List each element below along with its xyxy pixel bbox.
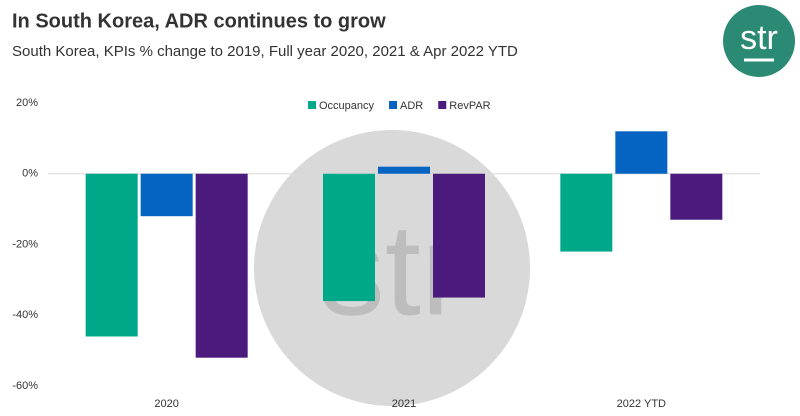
bar	[85, 173, 138, 337]
logo-text: str	[740, 19, 778, 57]
bar	[378, 166, 430, 174]
chart-subtitle: South Korea, KPIs % change to 2019, Full…	[12, 43, 518, 60]
chart-title: In South Korea, ADR continues to grow	[12, 10, 386, 32]
y-tick-label: 0%	[22, 168, 38, 180]
bar	[323, 173, 375, 302]
y-tick-label: -20%	[12, 238, 38, 250]
legend-swatch	[438, 101, 447, 109]
x-tick-label: 2022 YTD	[617, 398, 666, 410]
y-tick-label: 20%	[16, 97, 38, 109]
y-tick-label: -40%	[12, 309, 38, 321]
legend-swatch	[389, 101, 398, 109]
logo-circle	[723, 5, 795, 77]
legend-label: Occupancy	[319, 100, 375, 112]
bar	[560, 173, 613, 252]
bar	[615, 131, 668, 174]
bar	[670, 173, 723, 220]
x-tick-label: 2020	[154, 398, 178, 410]
bar	[195, 173, 248, 358]
x-tick-label: 2021	[392, 398, 416, 410]
legend-label: ADR	[400, 100, 423, 112]
bar	[140, 173, 193, 217]
legend-label: RevPAR	[449, 100, 490, 112]
y-tick-label: -60%	[12, 380, 38, 392]
legend-swatch	[308, 101, 316, 109]
bar	[433, 173, 485, 298]
